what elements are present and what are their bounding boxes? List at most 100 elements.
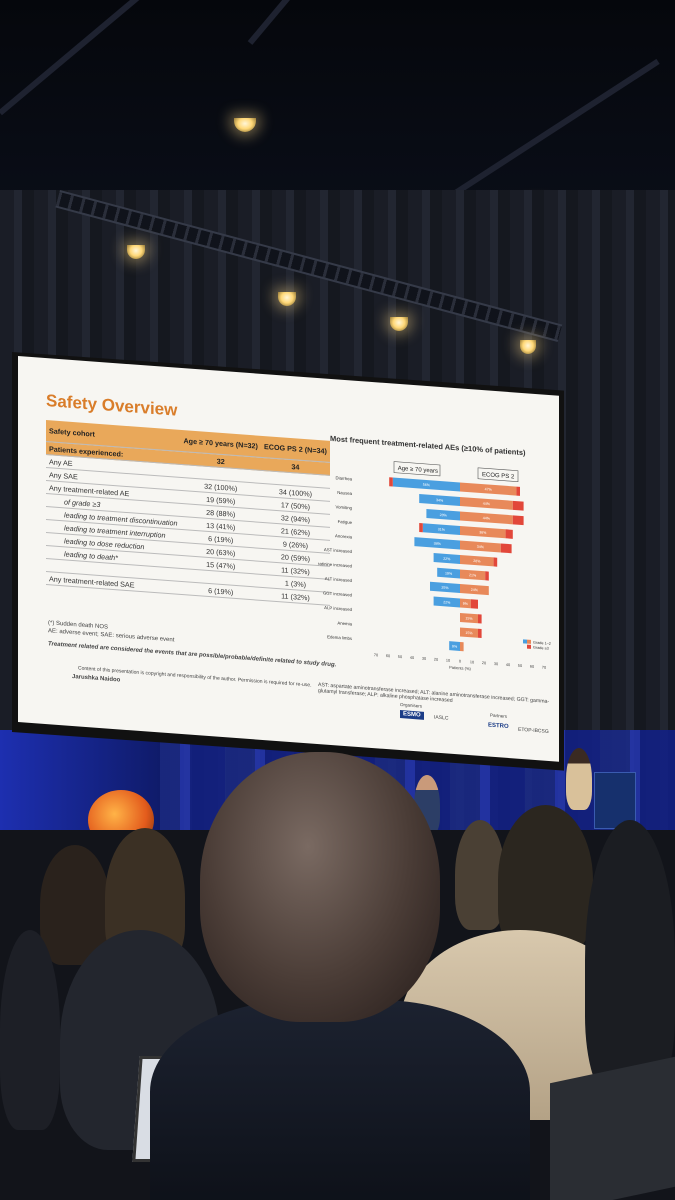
bar-left-grade12: [426, 508, 460, 521]
bar-value-label: 9%: [452, 644, 458, 648]
bar-value-label: 44%: [483, 502, 491, 507]
bar-value-label: 22%: [443, 600, 451, 605]
bar-right-grade12: [460, 482, 517, 496]
stage-light: [390, 317, 408, 331]
x-axis-label: Patients (%): [449, 665, 471, 672]
x-tick-label: 0: [459, 659, 461, 663]
category-label: Anorexia: [335, 533, 353, 539]
footnote: AE: adverse event; SAE: serious adverse …: [48, 628, 175, 644]
x-tick-label: 20: [482, 661, 486, 665]
legend-label: Grade 1–2: [533, 641, 551, 646]
bar-value-label: 38%: [479, 530, 487, 535]
category-label: ALP increased: [324, 605, 352, 612]
bar-right-grade12: [460, 598, 471, 609]
bar-left-grade12: [433, 553, 460, 564]
x-tick-label: 60: [386, 654, 390, 658]
bar-value-label: 34%: [477, 545, 485, 550]
legend-swatch: [527, 639, 531, 644]
estro-logo: ESTRO: [488, 722, 509, 731]
category-label: Nausea: [337, 490, 352, 496]
right-group-label: ECOG PS 2: [482, 472, 515, 480]
legend-swatch: [527, 644, 531, 649]
bar-left-grade12: [433, 596, 460, 608]
x-tick-label: 70: [542, 665, 546, 669]
podium: [594, 772, 636, 829]
bar-right-grade3: [485, 571, 489, 581]
audience-member: [0, 930, 60, 1130]
slide: Safety Overview Safety cohort Age ≥ 70 ye…: [18, 356, 559, 762]
category-label: Edema limbs: [327, 634, 352, 641]
bar-right-grade12: [460, 569, 486, 581]
x-tick-label: 60: [530, 665, 534, 669]
x-tick-label: 40: [506, 663, 510, 667]
bar-left-grade3: [389, 477, 393, 487]
bar-value-label: 34%: [436, 498, 444, 503]
right-group-box: [477, 467, 519, 483]
bar-right-grade12: [460, 612, 478, 624]
bar-right-grade12: [460, 525, 506, 539]
bar-value-label: 38%: [434, 542, 442, 547]
category-label: GGT increased: [323, 590, 353, 597]
bar-value-label: 31%: [438, 527, 446, 532]
bar-value-label: 28%: [440, 513, 448, 518]
bar-right-grade3: [493, 557, 498, 567]
bar-right-grade3: [478, 614, 482, 624]
bar-value-label: 15%: [465, 631, 473, 636]
category-label: Diarrhea: [336, 475, 353, 481]
bar-right-grade12: [460, 627, 478, 638]
x-tick-label: 70: [374, 653, 378, 657]
slide-title: Safety Overview: [46, 391, 178, 420]
bar-right-grade12: [460, 554, 494, 567]
category-label: Vomiting: [336, 504, 353, 510]
bar-left-grade12: [414, 537, 460, 550]
category-label: Fatigue: [338, 519, 353, 525]
x-tick-label: 50: [518, 664, 522, 668]
bar-right-grade3: [516, 486, 520, 496]
bar-value-label: 9%: [463, 602, 469, 606]
foreground-person-head: [200, 752, 440, 1022]
bar-right-grade3: [512, 515, 524, 526]
stage-light: [520, 340, 536, 354]
bar-right-grade12: [460, 641, 464, 652]
stage-light: [234, 118, 256, 132]
laptop: [550, 1056, 675, 1200]
presenter-name: Jarushka Naidoo: [72, 673, 121, 684]
bar-right-grade12: [460, 496, 513, 510]
bar-left-grade12: [419, 493, 460, 506]
category-label: Creatinine increased: [318, 561, 353, 569]
category-label: ALT increased: [325, 576, 353, 583]
legend-label: Grade ≥3: [533, 646, 549, 651]
bar-value-label: 21%: [469, 573, 477, 578]
foreground-person-body: [150, 1000, 530, 1200]
bar-value-label: 47%: [485, 487, 493, 492]
category-label: Anemia: [337, 620, 352, 626]
partners-label: Partners: [490, 712, 508, 719]
ae-butterfly-chart: Age ≥ 70 years ECOG PS 2 Diarrhea 56% 47% Nau…: [318, 461, 551, 672]
bar-right-grade3: [470, 599, 479, 609]
bar-value-label: 25%: [441, 586, 449, 591]
bar-left-grade12: [430, 581, 460, 593]
bar-value-label: 44%: [483, 516, 491, 521]
audience-member: [455, 820, 505, 930]
bar-value-label: 24%: [471, 588, 479, 593]
x-tick-label: 20: [434, 658, 438, 662]
etop-logo: ETOP-IBCSG: [518, 726, 549, 735]
bar-right-grade12: [460, 540, 501, 553]
bar-left-grade12: [392, 477, 460, 492]
category-label: AST increased: [324, 547, 353, 554]
stage-light: [127, 245, 145, 259]
bar-left-grade3: [419, 522, 423, 533]
bar-right-grade3: [478, 628, 482, 639]
bar-value-label: 22%: [443, 557, 451, 562]
bar-left-grade12: [422, 523, 461, 535]
bar-value-label: 19%: [445, 571, 453, 576]
stage-light: [278, 292, 296, 306]
left-group-box: [393, 461, 441, 477]
safety-table: Safety cohort Age ≥ 70 years (N=32) ECOG P…: [46, 420, 330, 606]
audience-member: [585, 820, 675, 1100]
organisers-label: Organisers: [400, 702, 423, 709]
x-tick-label: 30: [494, 662, 498, 666]
x-tick-label: 40: [410, 656, 414, 660]
bar-right-grade3: [512, 500, 524, 511]
